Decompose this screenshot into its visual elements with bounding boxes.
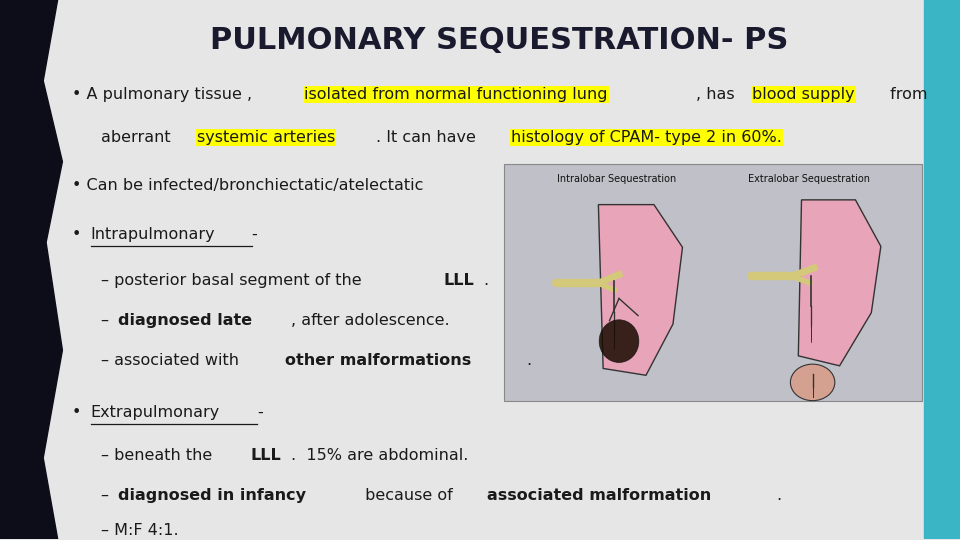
Polygon shape xyxy=(799,200,881,366)
Text: •: • xyxy=(72,404,86,420)
Text: • Can be infected/bronchiectatic/atelectatic: • Can be infected/bronchiectatic/atelect… xyxy=(72,178,423,193)
Text: •: • xyxy=(72,227,86,242)
Text: Intrapulmonary: Intrapulmonary xyxy=(90,227,215,242)
Text: aberrant: aberrant xyxy=(101,130,176,145)
Text: diagnosed late: diagnosed late xyxy=(118,313,252,328)
Text: systemic arteries: systemic arteries xyxy=(197,130,335,145)
Text: – posterior basal segment of the: – posterior basal segment of the xyxy=(101,273,367,288)
Text: Extralobar Sequestration: Extralobar Sequestration xyxy=(748,174,870,184)
Text: -: - xyxy=(252,227,257,242)
Text: LLL: LLL xyxy=(251,448,281,463)
Text: Intralobar Sequestration: Intralobar Sequestration xyxy=(557,174,677,184)
Text: .  15% are abdominal.: . 15% are abdominal. xyxy=(291,448,468,463)
Ellipse shape xyxy=(790,364,835,401)
Text: .: . xyxy=(526,354,531,368)
Text: isolated from normal functioning lung: isolated from normal functioning lung xyxy=(304,87,608,102)
Text: associated malformation: associated malformation xyxy=(487,488,710,503)
Text: diagnosed in infancy: diagnosed in infancy xyxy=(118,488,305,503)
Text: histology of CPAM- type 2 in 60%.: histology of CPAM- type 2 in 60%. xyxy=(511,130,782,145)
Text: –: – xyxy=(101,313,114,328)
Text: LLL: LLL xyxy=(444,273,474,288)
Polygon shape xyxy=(0,0,62,539)
Ellipse shape xyxy=(599,320,638,362)
Polygon shape xyxy=(924,0,960,539)
Text: Extrapulmonary: Extrapulmonary xyxy=(90,404,220,420)
FancyBboxPatch shape xyxy=(504,164,922,401)
Text: – associated with: – associated with xyxy=(101,354,244,368)
Text: other malformations: other malformations xyxy=(285,354,471,368)
Text: PULMONARY SEQUESTRATION- PS: PULMONARY SEQUESTRATION- PS xyxy=(210,26,788,55)
Text: .: . xyxy=(484,273,489,288)
Text: from: from xyxy=(885,87,927,102)
Text: . It can have: . It can have xyxy=(375,130,481,145)
Polygon shape xyxy=(598,205,683,375)
Text: blood supply: blood supply xyxy=(753,87,855,102)
Text: -: - xyxy=(257,404,263,420)
Text: – M:F 4:1.: – M:F 4:1. xyxy=(101,523,179,538)
Text: , after adolescence.: , after adolescence. xyxy=(291,313,449,328)
Text: , has: , has xyxy=(696,87,740,102)
Text: because of: because of xyxy=(360,488,458,503)
Text: –: – xyxy=(101,488,114,503)
Text: – beneath the: – beneath the xyxy=(101,448,217,463)
Text: • A pulmonary tissue ,: • A pulmonary tissue , xyxy=(72,87,252,102)
Text: .: . xyxy=(776,488,781,503)
